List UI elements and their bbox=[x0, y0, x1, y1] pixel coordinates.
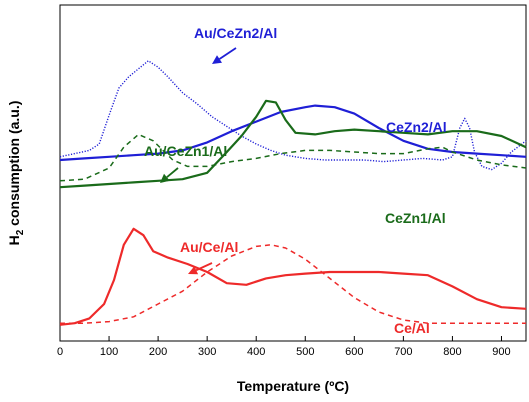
annotation-cezn2-al: CeZn2/Al bbox=[386, 119, 447, 135]
annotation-layer: Au/CeZn2/Al CeZn2/Al Au/CeZn1/Al CeZn1/Al Au… bbox=[144, 25, 447, 336]
annotation-cezn1-al: CeZn1/Al bbox=[385, 210, 446, 226]
series-line-ce-al bbox=[60, 244, 526, 324]
x-tick-label-700: 700 bbox=[394, 346, 412, 358]
annotation-ce-al: Ce/Al bbox=[394, 320, 430, 336]
annotation-au-cezn1-al: Au/CeZn1/Al bbox=[144, 143, 227, 159]
plot-frame bbox=[59, 4, 527, 342]
y-axis-title-rest: consumption (a.u.) bbox=[6, 101, 22, 230]
x-tick-label-800: 800 bbox=[443, 346, 461, 358]
x-tick-label-600: 600 bbox=[345, 346, 363, 358]
annotation-au-ce-al: Au/Ce/Al bbox=[180, 239, 238, 255]
x-axis-title: Temperature (ºC) bbox=[237, 378, 349, 394]
x-tick-label-400: 400 bbox=[247, 346, 265, 358]
y-axis-title-main: H bbox=[6, 235, 22, 245]
annotation-arrowhead-au-cezn1-al bbox=[160, 173, 170, 183]
annotation-arrowhead-au-ce-al bbox=[188, 266, 199, 275]
y-axis-title-subscript: 2 bbox=[15, 229, 26, 235]
annotation-arrow-au-cezn1-al bbox=[166, 167, 179, 178]
annotation-arrow-au-cezn2-al bbox=[218, 47, 237, 60]
series-line-cezn1-al bbox=[59, 99, 527, 189]
x-axis: 0 100 200 300 400 500 600 700 800 900 bbox=[57, 336, 511, 358]
series-line-au-ce-al bbox=[59, 227, 527, 326]
x-tick-label-0: 0 bbox=[57, 346, 63, 358]
series-layer bbox=[59, 60, 527, 326]
x-tick-label-100: 100 bbox=[100, 346, 118, 358]
x-tick-label-500: 500 bbox=[296, 346, 314, 358]
series-line-cezn2-al bbox=[59, 104, 527, 162]
y-axis-title: H2 consumption (a.u.) bbox=[6, 101, 26, 246]
annotation-au-cezn2-al: Au/CeZn2/Al bbox=[194, 25, 277, 41]
x-tick-label-200: 200 bbox=[149, 346, 167, 358]
series-line-au-cezn1-al bbox=[59, 133, 527, 182]
annotation-arrowhead-au-cezn2-al bbox=[212, 55, 222, 64]
x-tick-label-900: 900 bbox=[492, 346, 510, 358]
x-tick-label-300: 300 bbox=[198, 346, 216, 358]
annotation-arrow-au-ce-al bbox=[195, 262, 213, 272]
